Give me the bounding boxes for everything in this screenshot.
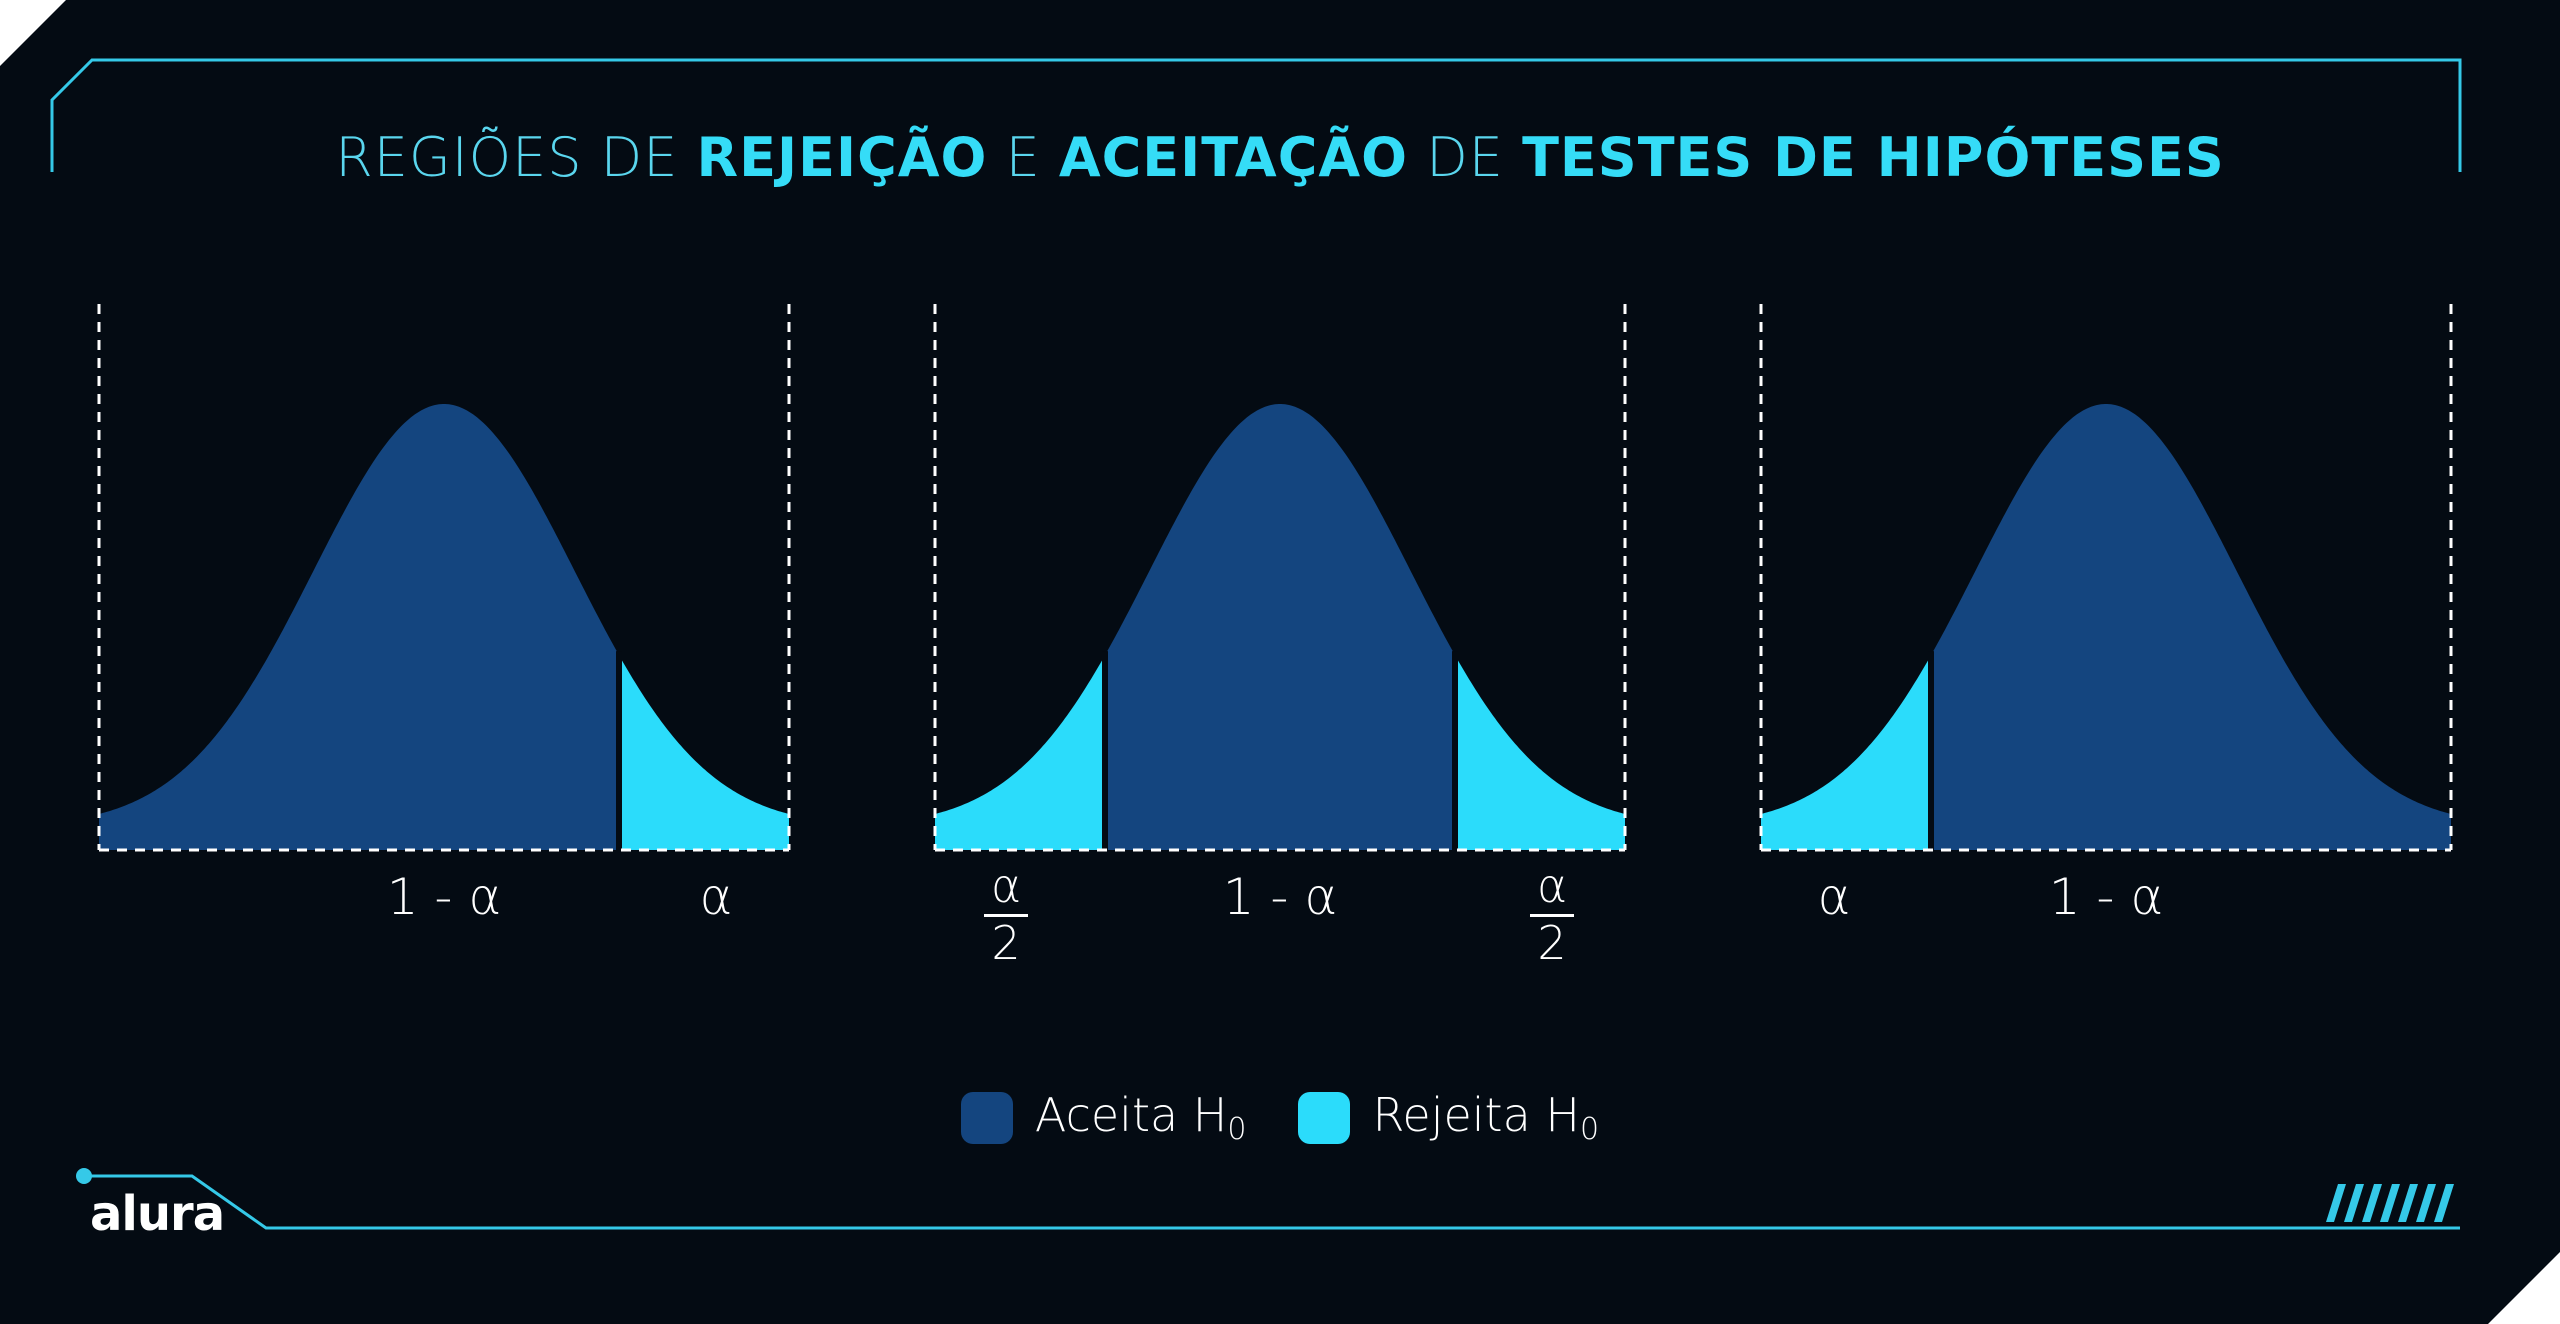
legend-item-reject: Rejeita H0	[1298, 1088, 1599, 1147]
label-accept-region: 1 - α	[1222, 868, 1338, 926]
corner-top-left	[0, 0, 66, 66]
reject-region-right	[1455, 655, 1625, 850]
stripe	[2416, 1184, 2436, 1222]
title-part: REGIÕES DE	[335, 126, 697, 189]
frame-dot	[76, 1168, 92, 1184]
frame	[50, 58, 2462, 1230]
panel-right-tailed	[97, 304, 791, 852]
panel-left-tailed	[1759, 304, 2453, 852]
legend-subscript: 0	[1227, 1112, 1247, 1147]
reject-region-right	[619, 655, 789, 850]
label-reject-right-fraction: α 2	[1530, 862, 1574, 968]
legend: Aceita H0 Rejeita H0	[0, 1088, 2560, 1147]
page-title: REGIÕES DE REJEIÇÃO E ACEITAÇÃO DE TESTE…	[0, 126, 2560, 189]
label-reject-left-fraction: α 2	[984, 862, 1028, 968]
fraction-numerator: α	[990, 859, 1022, 913]
label-accept-region: 1 - α	[2048, 868, 2164, 926]
legend-swatch-accept	[960, 1091, 1013, 1144]
panel-two-tailed	[933, 304, 1627, 852]
title-part: TESTES DE HIPÓTESES	[1522, 126, 2225, 189]
stripe	[2326, 1184, 2346, 1222]
legend-label-reject: Rejeita H0	[1372, 1088, 1599, 1147]
legend-text-reject: Rejeita H	[1372, 1088, 1580, 1142]
stripe	[2380, 1184, 2400, 1222]
stripe	[2362, 1184, 2382, 1222]
stripe	[2398, 1184, 2418, 1222]
legend-label-accept: Aceita H0	[1035, 1088, 1247, 1147]
fraction-numerator: α	[1536, 859, 1568, 913]
title-part: DE	[1408, 126, 1523, 189]
stripe	[2434, 1184, 2454, 1222]
legend-subscript: 0	[1579, 1112, 1600, 1147]
legend-text-accept: Aceita H	[1034, 1088, 1228, 1142]
label-reject-region: α	[1817, 868, 1851, 926]
accept-region	[1931, 404, 2451, 850]
legend-item-accept: Aceita H0	[960, 1088, 1247, 1147]
title-part: E	[987, 126, 1059, 189]
stripes-decoration	[2326, 1184, 2454, 1222]
accept-region	[99, 404, 619, 850]
label-accept-region: 1 - α	[386, 868, 502, 926]
fraction-bar	[1530, 914, 1574, 918]
accept-region	[1105, 404, 1455, 850]
title-part: ACEITAÇÃO	[1058, 126, 1409, 189]
stripe	[2344, 1184, 2364, 1222]
fraction-denominator: 2	[1537, 916, 1567, 971]
title-part: REJEIÇÃO	[696, 126, 988, 189]
label-reject-region: α	[699, 868, 733, 926]
corner-bottom-right	[2488, 1252, 2560, 1324]
fraction-bar	[984, 914, 1028, 918]
fraction-denominator: 2	[991, 916, 1021, 971]
legend-swatch-reject	[1298, 1091, 1351, 1144]
reject-region-left	[935, 655, 1105, 850]
reject-region-left	[1761, 655, 1931, 850]
alura-logo: alura	[90, 1186, 225, 1242]
